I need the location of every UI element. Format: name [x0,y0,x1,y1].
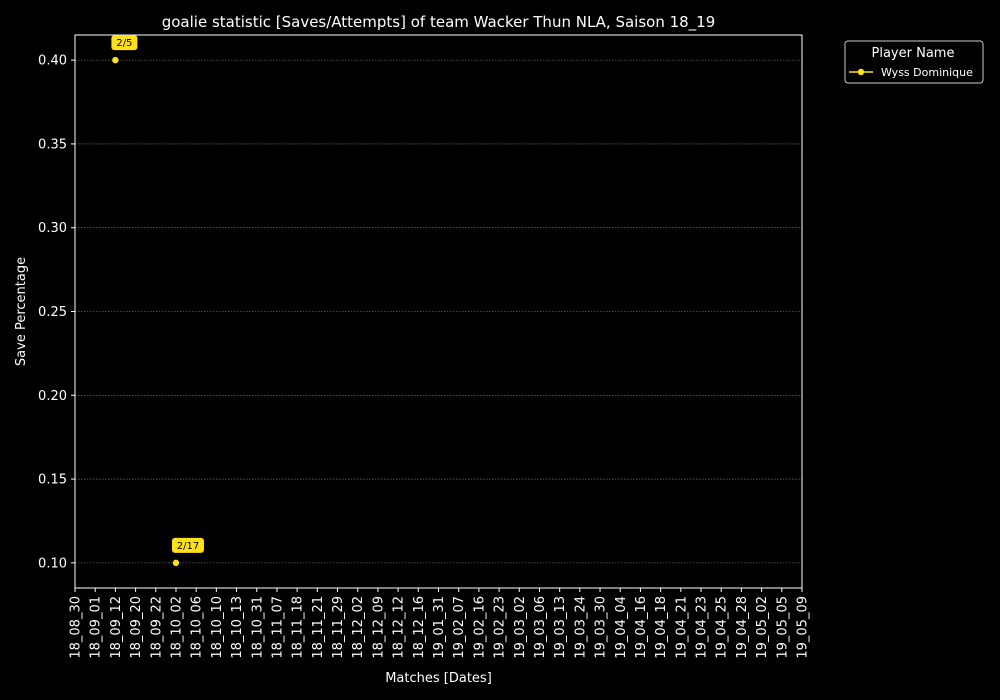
data-label: 2/17 [177,541,199,552]
data-point [172,559,180,567]
legend-item-label: Wyss Dominique [881,66,973,79]
x-tick-label: 19_01_31 [432,596,447,659]
y-tick-label: 0.30 [38,221,67,236]
x-tick-label: 18_08_30 [69,596,84,659]
x-tick-label: 19_03_13 [553,596,568,659]
legend-title: Player Name [872,46,955,61]
data-label: 2/5 [116,38,132,49]
x-tick-label: 19_04_16 [634,596,649,659]
x-tick-label: 19_04_28 [735,596,750,659]
x-tick-label: 19_05_09 [796,596,811,659]
chart-title: goalie statistic [Saves/Attempts] of tea… [162,13,716,32]
x-tick-label: 19_03_24 [573,596,588,659]
x-tick-label: 18_09_20 [129,596,144,659]
x-tick-label: 19_03_30 [594,596,609,659]
y-tick-label: 0.10 [38,556,67,571]
x-tick-label: 18_10_13 [230,596,245,659]
x-tick-label: 19_04_21 [674,596,689,659]
x-tick-label: 19_04_18 [654,596,669,659]
x-tick-label: 18_11_29 [331,596,346,659]
x-tick-label: 19_05_05 [775,596,790,659]
y-tick-label: 0.35 [38,137,67,152]
x-tick-label: 18_11_07 [270,596,285,659]
y-tick-label: 0.20 [38,389,67,404]
x-axis-label: Matches [Dates] [385,671,492,686]
x-tick-label: 18_11_18 [291,596,306,659]
x-tick-label: 19_02_16 [472,596,487,659]
y-tick-label: 0.40 [38,54,67,69]
x-tick-label: 18_11_21 [311,596,326,659]
x-tick-label: 18_09_12 [109,596,124,659]
x-tick-label: 18_12_16 [412,596,427,659]
x-tick-label: 19_03_02 [513,596,528,659]
x-tick-label: 18_10_31 [250,596,265,659]
x-tick-label: 19_03_06 [533,596,548,659]
legend-box [844,40,984,84]
x-tick-label: 19_04_23 [695,596,710,659]
x-tick-label: 19_02_23 [493,596,508,659]
y-axis: 0.10 0.15 0.20 0.25 0.30 0.35 0.40 [38,54,75,571]
data-label-box [171,537,204,553]
x-tick-label: 18_12_12 [392,596,407,659]
x-tick-label: 19_05_02 [755,596,770,659]
x-axis: 18_08_30 18_09_01 18_09_12 18_09_20 18_09_22… [69,588,811,659]
legend-marker [857,68,865,76]
x-tick-label: 19_04_25 [715,596,730,659]
x-tick-label: 18_09_22 [149,596,164,659]
x-tick-label: 18_12_02 [351,596,366,659]
x-tick-label: 19_04_04 [614,596,629,659]
x-tick-label: 18_10_02 [169,596,184,659]
data-label-box [111,35,138,51]
x-tick-label: 18_10_06 [190,596,205,659]
data-points: 2/5 2/17 [111,35,204,567]
x-tick-label: 18_12_09 [371,596,386,659]
x-tick-label: 18_09_01 [89,596,104,659]
data-point [112,56,119,64]
legend: Player Name Wyss Dominique [844,40,984,84]
y-tick-label: 0.25 [38,305,67,320]
x-tick-label: 19_02_07 [452,596,467,659]
x-tick-label: 18_10_10 [210,596,225,659]
grid [75,59,802,564]
y-tick-label: 0.15 [38,473,67,488]
y-axis-label: Save Percentage [14,257,29,366]
